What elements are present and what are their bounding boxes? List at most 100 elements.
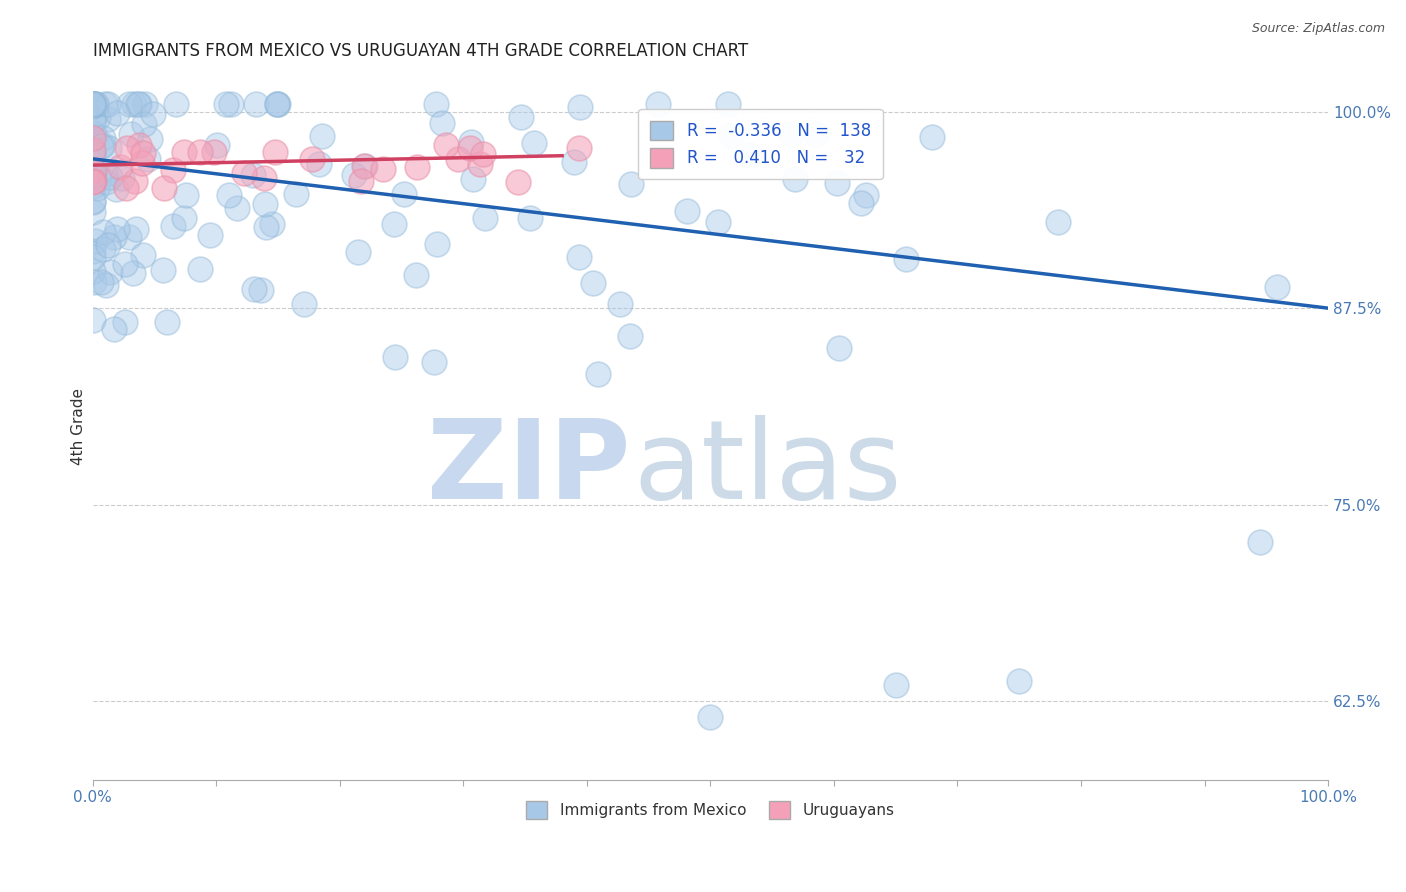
Point <box>508 175 530 189</box>
Point <box>245 96 267 111</box>
Point <box>82 146 104 161</box>
Point <box>108 161 131 175</box>
Point <box>568 250 591 264</box>
Point <box>568 141 591 155</box>
Point <box>83 174 105 188</box>
Point <box>90 275 112 289</box>
Point <box>461 171 484 186</box>
Point <box>406 160 429 174</box>
Point <box>152 262 174 277</box>
Point <box>350 174 373 188</box>
Point <box>373 161 395 176</box>
Point <box>226 202 249 216</box>
Point <box>301 152 323 166</box>
Point <box>562 155 585 169</box>
Point <box>118 230 141 244</box>
Point <box>647 96 669 111</box>
Point <box>153 181 176 195</box>
Point <box>214 96 236 111</box>
Point <box>582 276 605 290</box>
Point <box>165 96 187 111</box>
Point <box>97 237 120 252</box>
Point <box>266 96 288 111</box>
Point <box>82 96 104 111</box>
Point <box>586 367 609 381</box>
Point <box>472 147 495 161</box>
Point <box>91 225 114 239</box>
Point <box>609 297 631 311</box>
Point <box>82 96 104 111</box>
Point <box>131 156 153 170</box>
Point <box>84 106 107 120</box>
Point <box>284 186 307 201</box>
Point <box>82 175 104 189</box>
Point <box>523 136 546 150</box>
Point <box>84 96 107 111</box>
Point <box>82 194 104 208</box>
Point <box>509 110 531 124</box>
Point <box>97 112 120 127</box>
Point <box>111 170 134 185</box>
Point <box>264 145 287 159</box>
Point <box>569 100 592 114</box>
Point <box>156 315 179 329</box>
Point <box>266 96 288 111</box>
Point <box>139 132 162 146</box>
Point <box>125 221 148 235</box>
Point <box>720 128 742 142</box>
Point <box>382 217 405 231</box>
Point <box>82 313 104 327</box>
Point <box>243 282 266 296</box>
Point <box>174 187 197 202</box>
Point <box>82 244 104 259</box>
Point <box>115 141 138 155</box>
Point <box>118 96 141 111</box>
Point <box>423 355 446 369</box>
Point <box>162 219 184 233</box>
Point <box>82 126 104 140</box>
Text: ZIP: ZIP <box>426 415 630 522</box>
Point <box>84 96 107 111</box>
Point <box>1008 673 1031 688</box>
Point <box>97 96 120 111</box>
Point <box>884 678 907 692</box>
Point <box>434 138 457 153</box>
Point <box>785 172 807 186</box>
Point <box>219 96 242 111</box>
Point <box>253 197 276 211</box>
Point <box>87 110 110 124</box>
Point <box>94 175 117 189</box>
Point <box>717 96 740 111</box>
Point <box>619 329 641 343</box>
Point <box>188 261 211 276</box>
Point <box>83 168 105 182</box>
Point <box>86 181 108 195</box>
Point <box>675 204 697 219</box>
Point <box>252 170 274 185</box>
Point <box>699 710 721 724</box>
Point <box>292 297 315 311</box>
Point <box>103 322 125 336</box>
Point <box>311 129 333 144</box>
Point <box>120 127 142 141</box>
Point <box>128 138 150 153</box>
Point <box>519 211 541 225</box>
Point <box>353 160 375 174</box>
Point <box>103 230 125 244</box>
Point <box>707 215 730 229</box>
Point <box>825 176 848 190</box>
Point <box>114 315 136 329</box>
Point <box>190 145 212 159</box>
Point <box>132 146 155 161</box>
Point <box>173 211 195 225</box>
Point <box>828 341 851 355</box>
Point <box>804 127 827 141</box>
Point <box>115 181 138 195</box>
Point <box>849 195 872 210</box>
Point <box>132 248 155 262</box>
Point <box>82 163 104 178</box>
Y-axis label: 4th Grade: 4th Grade <box>72 387 86 465</box>
Point <box>468 157 491 171</box>
Point <box>198 227 221 242</box>
Legend: Immigrants from Mexico, Uruguayans: Immigrants from Mexico, Uruguayans <box>520 795 901 825</box>
